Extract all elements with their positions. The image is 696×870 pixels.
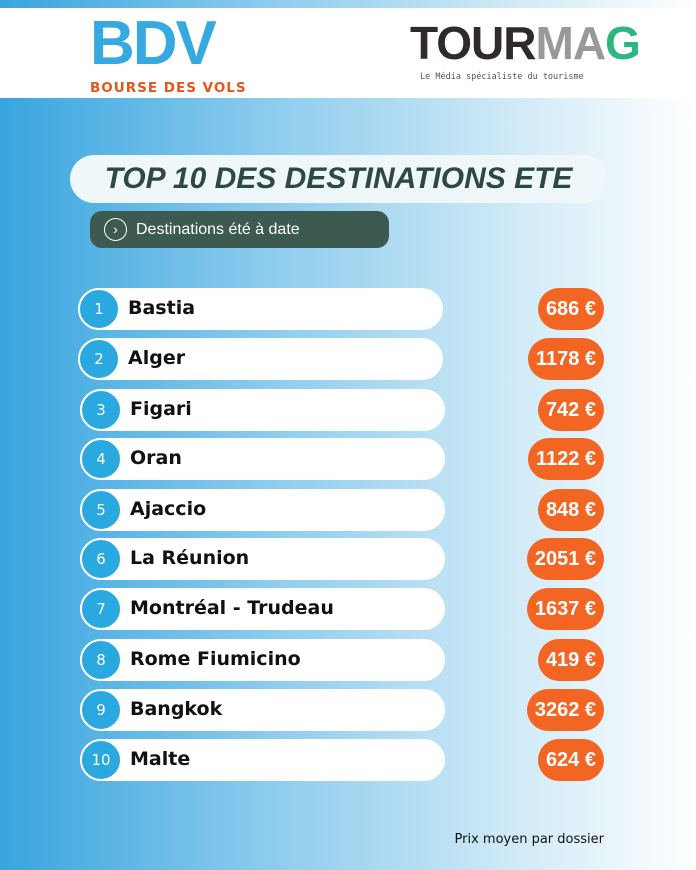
price-badge: 1122 € <box>527 438 604 480</box>
rank-badge: 6 <box>80 538 122 580</box>
destination-name: Bangkok <box>130 698 223 720</box>
destination-name: La Réunion <box>130 547 250 569</box>
footer-note: Prix moyen par dossier <box>454 832 604 847</box>
destination-name: Oran <box>130 447 182 469</box>
tourmag-logo-mark: TOURMAG <box>410 16 641 70</box>
price-badge: 3262 € <box>526 689 604 731</box>
chevron-right-icon: › <box>104 218 127 241</box>
price-badge: 624 € <box>537 739 604 781</box>
rank-badge: 7 <box>80 588 122 630</box>
price-badge: 2051 € <box>526 538 604 580</box>
price-badge: 1637 € <box>526 588 604 630</box>
list-item: 3 Figari <box>80 389 445 431</box>
rank-badge: 10 <box>80 739 122 781</box>
list-item: 4 Oran <box>80 438 445 480</box>
rank-badge: 3 <box>80 389 122 431</box>
destination-name: Malte <box>130 748 191 770</box>
destination-name: Montréal - Trudeau <box>130 597 334 619</box>
subtitle-banner: › Destinations été à date <box>90 211 389 248</box>
list-item: 8 Rome Fiumicino <box>80 639 445 681</box>
price-badge: 419 € <box>537 639 604 681</box>
rank-badge: 9 <box>80 689 122 731</box>
bdv-logo-text: BOURSE DES VOLS <box>90 80 247 96</box>
list-item: 9 Bangkok <box>80 689 445 731</box>
bdv-logo-mark: BDV <box>90 9 217 78</box>
list-item: 6 La Réunion <box>80 538 445 580</box>
bdv-logo: BDV BOURSE DES VOLS <box>90 8 270 98</box>
destination-name: Ajaccio <box>130 498 207 520</box>
price-badge: 1178 € <box>527 338 604 380</box>
price-badge: 742 € <box>537 389 604 431</box>
list-item: 2 Alger <box>78 338 443 380</box>
destination-name: Alger <box>128 347 186 369</box>
destination-name: Bastia <box>128 297 196 319</box>
tourmag-part-g: G <box>605 17 641 69</box>
destination-name: Figari <box>130 398 192 420</box>
tourmag-part-ma: MA <box>535 17 607 69</box>
rank-badge: 2 <box>78 338 120 380</box>
price-badge: 848 € <box>537 489 604 531</box>
header-band: BDV BOURSE DES VOLS TOURMAG Le Média spé… <box>0 8 696 98</box>
page-title: TOP 10 DES DESTINATIONS ETE <box>70 155 607 203</box>
rank-badge: 4 <box>80 438 122 480</box>
rank-badge: 8 <box>80 639 122 681</box>
list-item: 10 Malte <box>80 739 445 781</box>
list-item: 7 Montréal - Trudeau <box>80 588 445 630</box>
price-badge: 686 € <box>537 288 604 330</box>
tourmag-part-tour: TOUR <box>410 17 536 69</box>
tourmag-tagline: Le Média spécialiste du tourisme <box>420 72 584 82</box>
rank-badge: 5 <box>80 489 122 531</box>
destination-name: Rome Fiumicino <box>130 648 301 670</box>
tourmag-logo: TOURMAG Le Média spécialiste du tourisme <box>410 16 660 96</box>
subtitle-text: Destinations été à date <box>136 221 300 238</box>
rank-badge: 1 <box>78 288 120 330</box>
list-item: 5 Ajaccio <box>80 489 445 531</box>
list-item: 1 Bastia <box>78 288 443 330</box>
